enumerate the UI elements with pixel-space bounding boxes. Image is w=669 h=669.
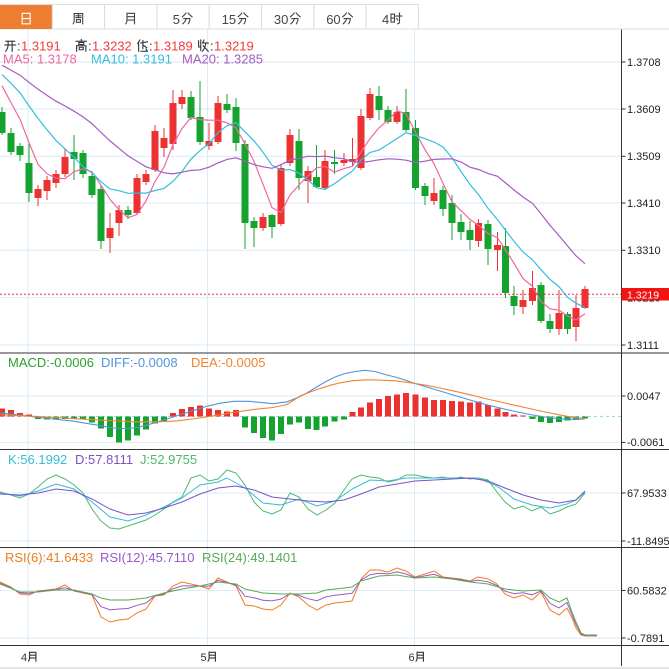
svg-text:1.3410: 1.3410	[627, 198, 661, 210]
svg-text:4: 4	[21, 652, 27, 664]
svg-text:-11.8495: -11.8495	[627, 536, 669, 548]
svg-text:1.3219: 1.3219	[627, 289, 659, 301]
svg-text:1.3111: 1.3111	[627, 340, 659, 352]
svg-text::: :	[88, 39, 92, 54]
svg-text::: :	[149, 39, 153, 54]
svg-text:5: 5	[201, 652, 207, 664]
svg-text:1.3609: 1.3609	[627, 104, 661, 116]
svg-text:RSI(24):49.1401: RSI(24):49.1401	[202, 550, 297, 565]
svg-text:1.3310: 1.3310	[627, 245, 661, 257]
svg-text:RSI(6):41.6433: RSI(6):41.6433	[5, 550, 93, 565]
svg-text:D:57.8111: D:57.8111	[75, 452, 133, 467]
svg-text:0.0047: 0.0047	[627, 391, 661, 403]
svg-text:1.3509: 1.3509	[627, 151, 661, 163]
svg-text:1.3232: 1.3232	[92, 39, 132, 54]
svg-text:K:56.1992: K:56.1992	[8, 452, 67, 467]
svg-text:MACD:-0.0006: MACD:-0.0006	[8, 355, 94, 370]
svg-text:15: 15	[222, 12, 236, 27]
svg-text:6: 6	[409, 652, 415, 664]
svg-text:DIFF:-0.0008: DIFF:-0.0008	[101, 355, 178, 370]
svg-text:1.3708: 1.3708	[627, 57, 661, 69]
svg-text:J:52.9755: J:52.9755	[140, 452, 197, 467]
svg-text:1.3219: 1.3219	[214, 39, 254, 54]
svg-text:MA20: 1.3285: MA20: 1.3285	[182, 52, 263, 67]
svg-text:60.5832: 60.5832	[627, 585, 667, 597]
svg-text:-0.7891: -0.7891	[627, 633, 664, 645]
svg-text:1.3191: 1.3191	[21, 39, 61, 54]
svg-text::: :	[17, 39, 21, 54]
svg-text:MA10: 1.3191: MA10: 1.3191	[91, 52, 172, 67]
svg-text:5: 5	[173, 12, 180, 27]
svg-text:MA5: 1.3178: MA5: 1.3178	[3, 52, 77, 67]
svg-text:RSI(12):45.7110: RSI(12):45.7110	[100, 550, 194, 565]
svg-text:-0.0061: -0.0061	[627, 437, 664, 449]
svg-text:60: 60	[326, 12, 340, 27]
svg-text:30: 30	[274, 12, 288, 27]
svg-text:4: 4	[382, 12, 389, 27]
svg-text:1.3189: 1.3189	[153, 39, 193, 54]
svg-text:DEA:-0.0005: DEA:-0.0005	[191, 355, 265, 370]
svg-text:67.9533: 67.9533	[627, 488, 667, 500]
svg-text::: :	[210, 39, 214, 54]
